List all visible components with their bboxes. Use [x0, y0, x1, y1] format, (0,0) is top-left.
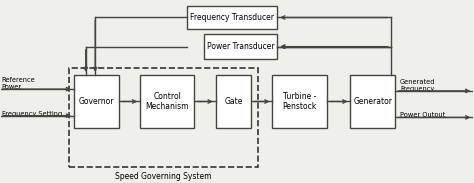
- Text: Control
Mechanism: Control Mechanism: [146, 92, 189, 111]
- Bar: [204, 34, 277, 59]
- Text: Power Output: Power Output: [400, 112, 445, 118]
- Bar: [216, 75, 251, 128]
- Bar: [273, 75, 327, 128]
- Text: Turbine -
Penstock: Turbine - Penstock: [283, 92, 317, 111]
- Text: Reference
Power: Reference Power: [1, 77, 36, 90]
- Text: Speed Governing System: Speed Governing System: [116, 172, 212, 181]
- Text: Generator: Generator: [354, 97, 392, 106]
- Bar: [350, 75, 395, 128]
- Bar: [140, 75, 194, 128]
- Bar: [69, 68, 258, 167]
- Text: Power Transducer: Power Transducer: [207, 42, 274, 51]
- Bar: [74, 75, 119, 128]
- Text: Generated
Frequency: Generated Frequency: [400, 79, 436, 92]
- Bar: [187, 6, 277, 29]
- Text: Frequency Transducer: Frequency Transducer: [190, 13, 274, 22]
- Text: Governor: Governor: [79, 97, 114, 106]
- Text: Frequency Setting: Frequency Setting: [1, 111, 62, 117]
- Text: Gate: Gate: [224, 97, 243, 106]
